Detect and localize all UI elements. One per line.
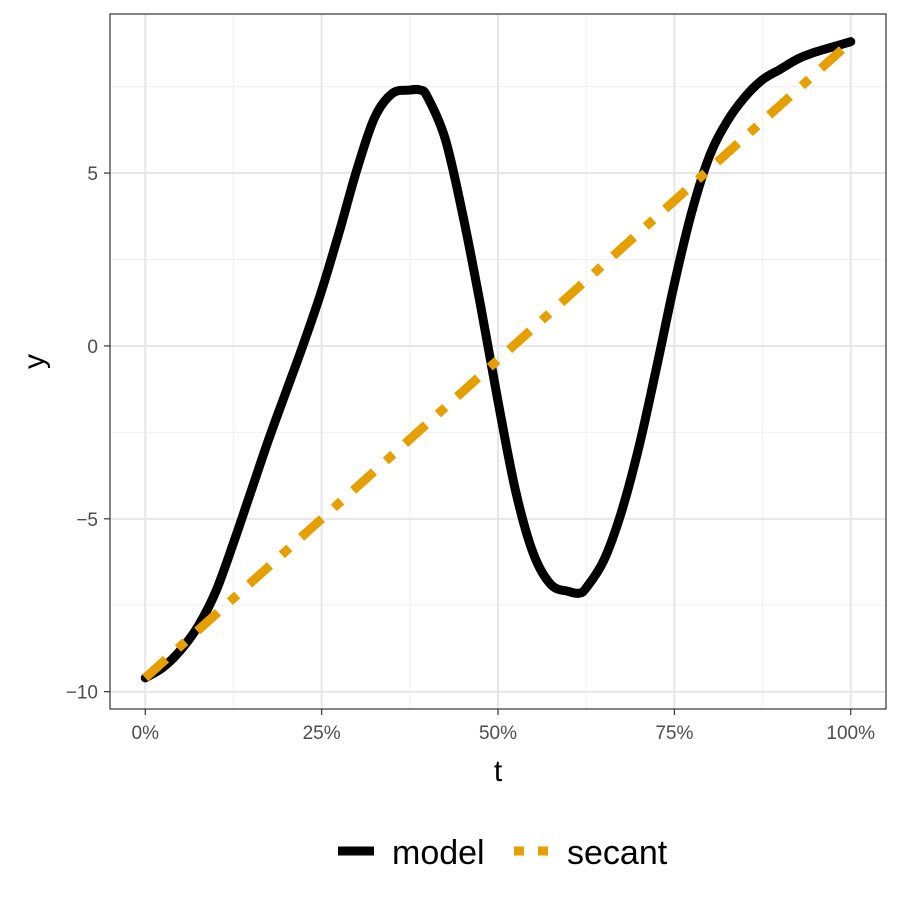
x-tick-label: 50% [479, 723, 517, 744]
y-tick-label: −10 [66, 683, 98, 704]
y-axis-title: y [18, 354, 51, 369]
x-tick-label: 100% [826, 723, 875, 744]
series-line-model [140, 37, 856, 683]
series-line-secant [142, 38, 854, 682]
legend-label-secant: secant [567, 834, 668, 872]
y-tick-label: 5 [87, 164, 98, 185]
x-axis: 0% 25% 50% 75% 100% [132, 709, 875, 744]
series-layer [140, 37, 856, 683]
x-axis-title: t [494, 755, 503, 788]
y-tick-label: 0 [87, 337, 98, 358]
x-tick-label: 0% [132, 723, 160, 744]
major-gridlines [110, 14, 886, 709]
legend-label-model: model [392, 834, 485, 872]
legend: model secant [338, 834, 668, 872]
y-axis: −10 −5 0 5 [66, 164, 110, 704]
y-tick-label: −5 [76, 510, 98, 531]
x-tick-label: 25% [303, 723, 341, 744]
x-tick-label: 75% [655, 723, 693, 744]
